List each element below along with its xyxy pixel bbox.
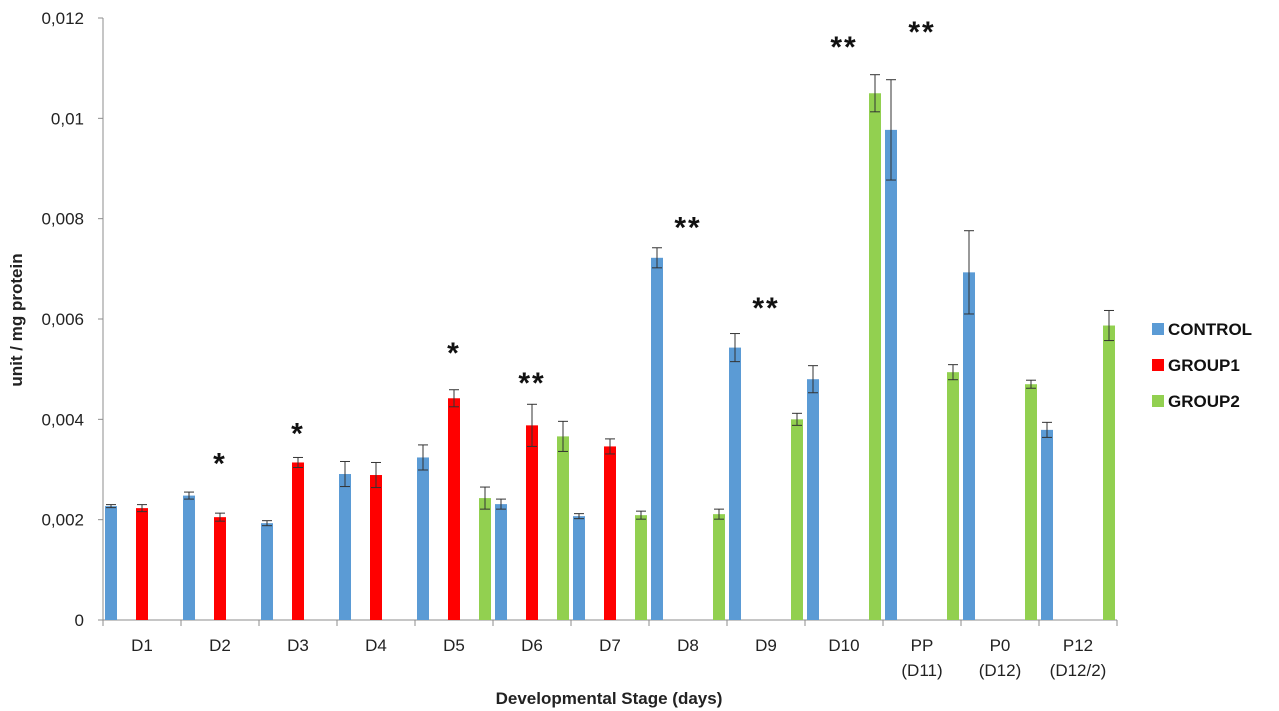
bar-control <box>651 257 663 620</box>
bar-control <box>885 129 897 620</box>
y-tick-label: 0,004 <box>41 410 84 429</box>
x-tick-label: D7 <box>599 636 621 655</box>
y-tick-label: 0,012 <box>41 9 84 28</box>
legend-swatch-group2 <box>1152 395 1164 407</box>
bar-control <box>495 504 507 620</box>
bar-group1 <box>448 398 460 620</box>
significance-marker: ** <box>830 31 857 64</box>
legend-label-group1: GROUP1 <box>1168 356 1240 375</box>
bar-control <box>729 347 741 620</box>
x-tick-label: D3 <box>287 636 309 655</box>
bar-group1 <box>526 425 538 620</box>
bar-control <box>417 457 429 620</box>
bar-group2 <box>1103 325 1115 620</box>
x-axis: D1 D2 D3 D4 D5 D6 D7 D8 D9 D10 PP (D11) P0 (D12) P12 (D… <box>102 619 1118 680</box>
bar-group1 <box>214 517 226 620</box>
bar-control <box>105 506 117 620</box>
y-tick-label: 0,002 <box>41 511 84 530</box>
significance-marker: * <box>291 417 305 450</box>
bar-group2 <box>1025 384 1037 620</box>
significance-marker: ** <box>908 16 935 49</box>
bar-group1 <box>370 475 382 620</box>
y-tick-label: 0,008 <box>41 210 84 229</box>
significance-marker: ** <box>752 292 779 325</box>
x-tick-label: D10 <box>828 636 859 655</box>
bars <box>105 74 1115 620</box>
bar-group1 <box>292 462 304 620</box>
bar-control <box>573 516 585 620</box>
legend-swatch-control <box>1152 323 1164 335</box>
x-tick-label: P12 <box>1063 636 1093 655</box>
significance-marker: ** <box>518 367 545 400</box>
legend-swatch-group1 <box>1152 359 1164 371</box>
significance-marker: ** <box>674 212 701 245</box>
legend: CONTROL GROUP1 GROUP2 <box>1152 320 1252 411</box>
bar-group2 <box>869 93 881 620</box>
bar-group2 <box>791 419 803 620</box>
x-tick-label: (D11) <box>901 661 942 680</box>
bar-control <box>807 379 819 620</box>
significance-annotations: *********** ** <box>213 16 935 480</box>
bar-group2 <box>557 436 569 620</box>
significance-marker: * <box>213 447 227 480</box>
x-tick-label: D6 <box>521 636 543 655</box>
x-tick-label: PP <box>911 636 934 655</box>
x-tick-label: D8 <box>677 636 699 655</box>
x-tick-label: P0 <box>990 636 1011 655</box>
significance-marker: * <box>447 337 461 370</box>
x-tick-label: D4 <box>365 636 387 655</box>
y-axis-title: unit / mg protein <box>7 253 26 386</box>
y-tick-label: 0,006 <box>41 310 84 329</box>
x-tick-label: D9 <box>755 636 777 655</box>
legend-label-group2: GROUP2 <box>1168 392 1240 411</box>
y-tick-label: 0 <box>75 611 84 630</box>
y-axis: 0 0,002 0,004 0,006 0,008 0,01 0,012 <box>41 9 104 630</box>
y-tick-label: 0,01 <box>51 109 84 128</box>
bar-group2 <box>635 515 647 620</box>
x-tick-label: (D12/2) <box>1050 661 1107 680</box>
bar-group2 <box>479 498 491 620</box>
x-tick-label: D1 <box>131 636 153 655</box>
x-axis-title: Developmental Stage (days) <box>496 689 723 708</box>
bar-group1 <box>604 446 616 620</box>
bar-group1 <box>136 508 148 620</box>
bar-control <box>963 272 975 620</box>
bar-group2 <box>713 514 725 620</box>
bar-group2 <box>947 372 959 620</box>
bar-control <box>261 523 273 620</box>
bar-control <box>183 495 195 620</box>
legend-label-control: CONTROL <box>1168 320 1252 339</box>
x-tick-label: (D12) <box>979 661 1022 680</box>
bar-control <box>339 474 351 620</box>
x-tick-label: D2 <box>209 636 231 655</box>
bar-control <box>1041 429 1053 620</box>
x-tick-label: D5 <box>443 636 465 655</box>
